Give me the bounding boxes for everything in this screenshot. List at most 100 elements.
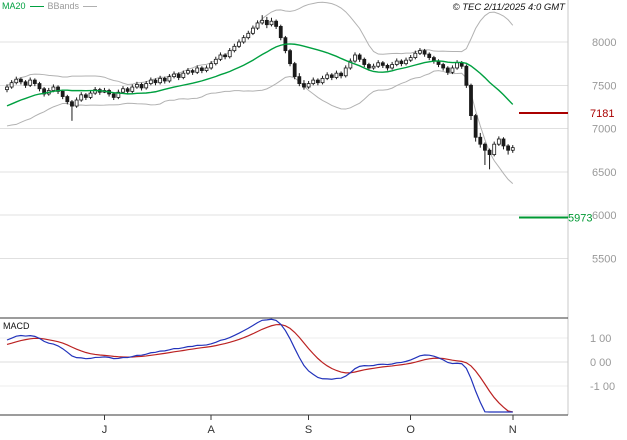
macd-tick-label: -1 00 (590, 381, 615, 393)
candle-body (121, 88, 125, 93)
candle-body (269, 20, 274, 26)
candle-body (496, 138, 501, 145)
candle-body (70, 101, 74, 107)
candle-body (487, 149, 492, 155)
candle-body (325, 74, 330, 79)
candle-body (32, 79, 37, 84)
candle-body (162, 77, 167, 82)
price-tick-label: 5500 (592, 254, 616, 266)
price-tick-label: 7500 (592, 80, 616, 92)
candle-body (339, 72, 343, 77)
bbands-legend-swatch (83, 5, 98, 7)
candle-body (232, 45, 237, 52)
candle-body (413, 52, 418, 58)
candle-body (306, 83, 311, 88)
candle-body (353, 54, 357, 62)
candle-body (510, 147, 515, 151)
ma20-line (6, 43, 514, 107)
candle-body (380, 62, 385, 66)
month-label: O (406, 424, 415, 436)
macd-signal-line (6, 323, 513, 413)
candle-body (274, 20, 279, 27)
candle-body (315, 79, 320, 84)
candle-body (404, 59, 408, 65)
level-label-red: 7181 (590, 108, 614, 120)
candle-body (14, 78, 19, 84)
candle-body (74, 99, 79, 107)
candle-body (399, 60, 404, 65)
candle-body (111, 93, 116, 98)
candle-body (144, 83, 149, 89)
candle-body (371, 65, 376, 69)
candle-body (320, 77, 325, 84)
candle-body (427, 53, 432, 58)
candle-body (79, 94, 84, 101)
candle-body (209, 63, 214, 69)
macd-tick-label: 0 00 (590, 357, 611, 369)
candle-body (501, 138, 506, 147)
candle-body (218, 54, 223, 60)
candle-body (329, 74, 334, 78)
candle-body (60, 90, 65, 97)
candle-body (478, 136, 483, 145)
candle-body (297, 76, 302, 84)
candle-body (251, 27, 255, 34)
candle-body (288, 50, 292, 65)
candle-body (334, 72, 339, 78)
candle-body (195, 67, 200, 73)
candle-body (311, 79, 316, 84)
candle-body (125, 88, 130, 92)
candle-body (264, 19, 269, 26)
candle-body (302, 83, 306, 88)
candle-body (455, 62, 459, 69)
candle-body (408, 57, 413, 61)
level-label-green: 5973 (568, 213, 592, 225)
candle-body (246, 32, 251, 39)
candle-body (260, 19, 265, 24)
candle-body (116, 91, 121, 98)
macd-panel-label: MACD (3, 321, 30, 331)
candle-body (148, 79, 153, 84)
candle-body (51, 86, 56, 91)
chart-legend: MA20 BBands (2, 1, 98, 11)
month-label: J (102, 424, 108, 436)
candle-body (223, 54, 227, 58)
candle-body (469, 84, 473, 117)
candle-body (135, 84, 139, 88)
candle-body (172, 73, 176, 78)
ma20-legend-swatch (29, 5, 44, 7)
candle-body (237, 41, 241, 47)
candle-body (227, 50, 232, 58)
candle-body (204, 67, 209, 71)
month-label: N (509, 424, 517, 436)
candle-body (181, 72, 186, 78)
candle-body (83, 94, 88, 98)
candle-body (464, 65, 469, 86)
candle-body (153, 79, 158, 84)
bollinger-lower-line (6, 70, 514, 184)
candle-body (5, 86, 9, 91)
candle-body (418, 50, 422, 54)
candle-body (367, 64, 371, 69)
price-tick-label: 8000 (592, 37, 616, 49)
price-tick-label: 6000 (592, 210, 616, 222)
ma20-legend-label: MA20 (2, 1, 26, 11)
candle-body (473, 115, 478, 138)
candle-body (385, 64, 390, 69)
candle-body (28, 79, 33, 86)
month-label: S (305, 424, 312, 436)
candle-body (37, 83, 42, 90)
price-tick-label: 6500 (592, 167, 616, 179)
candle-body (357, 54, 362, 60)
candle-body (167, 76, 172, 82)
candle-body (492, 143, 497, 155)
candle-body (450, 67, 455, 73)
candle-body (213, 58, 218, 65)
candle-body (343, 67, 348, 77)
candle-body (441, 64, 446, 69)
candle-body (376, 62, 381, 67)
candle-body (348, 60, 353, 69)
bollinger-upper-line (6, 1, 514, 87)
candle-body (186, 70, 190, 74)
